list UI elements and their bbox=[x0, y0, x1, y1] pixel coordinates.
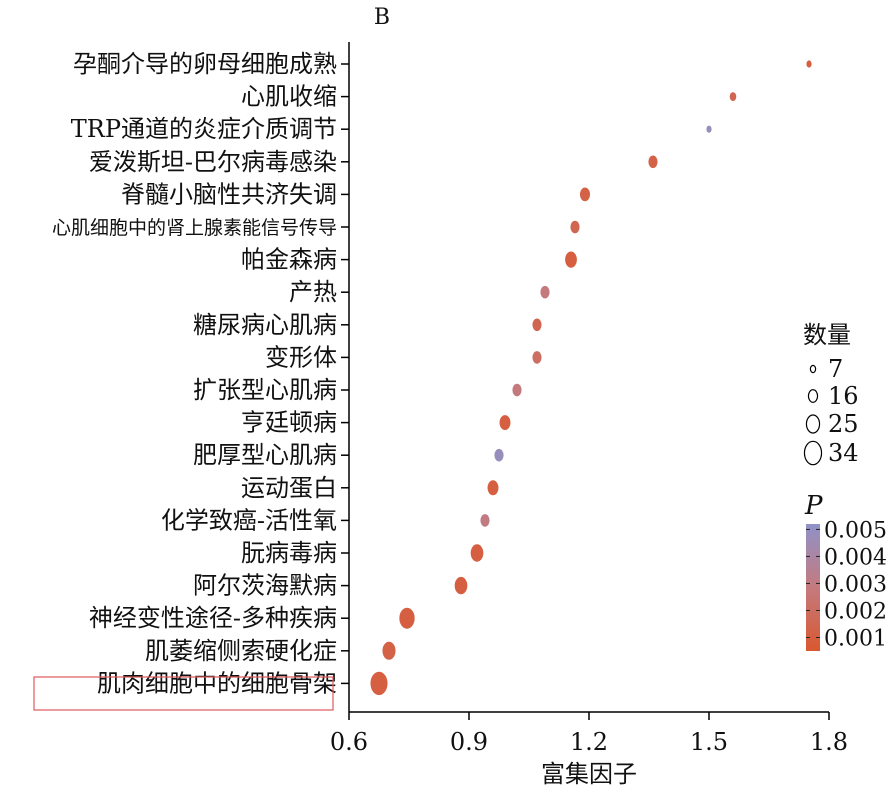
data-point bbox=[540, 285, 550, 299]
x-axis-label: 富集因子 bbox=[541, 760, 637, 788]
y-tick-label: 亨廷顿病 bbox=[241, 409, 337, 437]
color-legend-title: P bbox=[804, 491, 823, 521]
data-point bbox=[579, 187, 591, 202]
data-point bbox=[565, 251, 577, 268]
data-point bbox=[399, 607, 415, 629]
data-point bbox=[382, 641, 396, 660]
data-point bbox=[480, 514, 490, 527]
size-legend-label: 16 bbox=[828, 382, 859, 410]
x-tick-label: 1.8 bbox=[810, 728, 848, 756]
y-tick-label: 帕金森病 bbox=[241, 246, 337, 274]
y-tick-label: TRP通道的炎症介质调节 bbox=[71, 115, 337, 143]
y-tick-label: 扩张型心肌病 bbox=[193, 376, 337, 404]
y-tick-label: 化学致癌-活性氧 bbox=[161, 506, 337, 534]
y-tick-label: 肌肉细胞中的细胞骨架 bbox=[97, 669, 337, 697]
y-tick-label: 心肌细胞中的肾上腺素能信号传导 bbox=[52, 217, 337, 239]
size-legend-marker bbox=[807, 389, 819, 403]
data-point bbox=[806, 60, 812, 68]
data-point bbox=[648, 155, 658, 169]
x-tick-label: 0.9 bbox=[450, 728, 488, 756]
size-legend-marker bbox=[803, 440, 823, 466]
size-legend-marker bbox=[805, 414, 821, 434]
x-tick-label: 1.5 bbox=[690, 728, 728, 756]
size-legend-label: 7 bbox=[828, 355, 843, 383]
color-legend-label: 0.003 bbox=[824, 572, 887, 597]
y-tick-label: 脊髓小脑性共济失调 bbox=[121, 180, 337, 208]
size-legend-marker bbox=[809, 364, 817, 374]
data-point bbox=[729, 92, 737, 102]
y-tick-label: 神经变性途径-多种疾病 bbox=[89, 604, 337, 632]
data-point bbox=[532, 351, 542, 364]
y-tick-label: 运动蛋白 bbox=[241, 474, 337, 502]
data-point bbox=[454, 576, 468, 595]
color-legend-label: 0.004 bbox=[824, 545, 887, 570]
data-point bbox=[487, 480, 499, 496]
data-point bbox=[370, 671, 388, 696]
y-tick-label: 朊病毒病 bbox=[241, 539, 337, 567]
y-tick-label: 爱泼斯坦-巴尔病毒感染 bbox=[89, 148, 337, 176]
data-point bbox=[512, 383, 522, 397]
x-tick-label: 1.2 bbox=[570, 728, 608, 756]
data-point bbox=[570, 220, 580, 234]
size-legend-label: 25 bbox=[828, 410, 859, 438]
y-tick-label: 变形体 bbox=[265, 343, 337, 371]
panel-label: B bbox=[374, 5, 390, 30]
y-tick-label: 产热 bbox=[289, 278, 337, 306]
color-legend-label: 0.001 bbox=[824, 626, 887, 651]
color-legend-label: 0.002 bbox=[824, 599, 887, 624]
x-tick-label: 0.6 bbox=[330, 728, 368, 756]
size-legend-title: 数量 bbox=[803, 321, 851, 349]
y-tick-label: 心肌收缩 bbox=[241, 83, 337, 111]
size-legend-label: 34 bbox=[828, 439, 859, 467]
y-tick-label: 肌萎缩侧索硬化症 bbox=[145, 637, 337, 665]
color-legend-gradient-bar bbox=[806, 524, 820, 651]
data-point bbox=[494, 448, 504, 462]
y-tick-label: 孕酮介导的卵母细胞成熟 bbox=[73, 50, 337, 78]
y-tick-label: 肥厚型心肌病 bbox=[193, 441, 337, 469]
color-legend-label: 0.005 bbox=[824, 518, 887, 543]
data-point bbox=[706, 125, 712, 133]
data-point bbox=[499, 415, 511, 431]
data-point bbox=[470, 544, 484, 562]
y-tick-label: 阿尔茨海默病 bbox=[193, 572, 337, 600]
highlight-box bbox=[33, 676, 334, 711]
y-tick-label: 糖尿病心肌病 bbox=[193, 311, 337, 339]
data-point bbox=[532, 318, 542, 332]
